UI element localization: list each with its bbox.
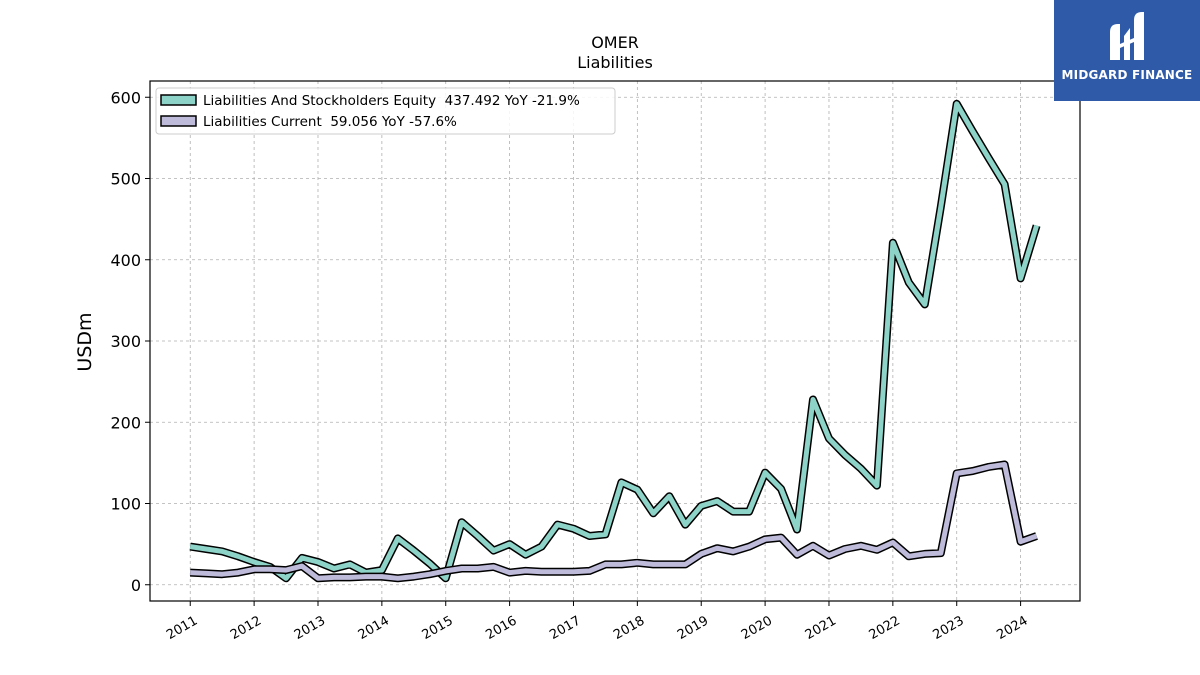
x-tick-label: 2013 <box>292 613 328 643</box>
midgard-logo-icon <box>1110 12 1144 60</box>
chart-title: OMER <box>591 33 639 52</box>
x-tick-label: 2020 <box>739 613 775 643</box>
grid <box>150 81 1080 601</box>
y-axis-label: USDm <box>74 312 96 371</box>
series-line-1 <box>189 101 1039 581</box>
chart-subtitle: Liabilities <box>577 53 653 72</box>
x-tick-label: 2018 <box>611 613 647 643</box>
x-tick-label: 2023 <box>931 613 967 643</box>
x-tick-label: 2016 <box>483 613 519 643</box>
legend-label-equity: Liabilities And Stockholders Equity 437.… <box>203 93 580 109</box>
legend-label-current: Liabilities Current 59.056 YoY -57.6% <box>203 114 457 130</box>
x-tick-label: 2015 <box>420 613 456 643</box>
y-tick-label: 400 <box>110 251 141 270</box>
legend-swatch-current <box>160 115 197 127</box>
legend-swatch-equity <box>160 94 197 106</box>
series-line-2 <box>190 462 1038 581</box>
x-tick-label: 2019 <box>675 613 711 643</box>
series-lines <box>189 99 1041 583</box>
y-tick-label: 200 <box>110 413 141 432</box>
x-tick-label: 2014 <box>356 613 392 643</box>
x-tick-label: 2024 <box>994 613 1030 643</box>
y-tick-label: 100 <box>110 495 141 514</box>
x-tick-label: 2021 <box>803 613 839 643</box>
y-tick-label: 600 <box>110 88 141 107</box>
y-tick-label: 500 <box>110 170 141 189</box>
y-tick-label: 300 <box>110 332 141 351</box>
x-tick-label: 2011 <box>164 613 200 643</box>
legend-box <box>155 87 616 135</box>
legend: Liabilities And Stockholders Equity 437.… <box>155 87 616 135</box>
x-tick-label: 2012 <box>228 613 264 643</box>
brand-name: MIDGARD FINANCE <box>1061 68 1193 82</box>
x-tick-label: 2017 <box>547 613 583 643</box>
brand-logo: MIDGARD FINANCE <box>1054 0 1200 101</box>
x-tick-label: 2022 <box>867 613 903 643</box>
y-tick-label: 0 <box>131 576 141 595</box>
